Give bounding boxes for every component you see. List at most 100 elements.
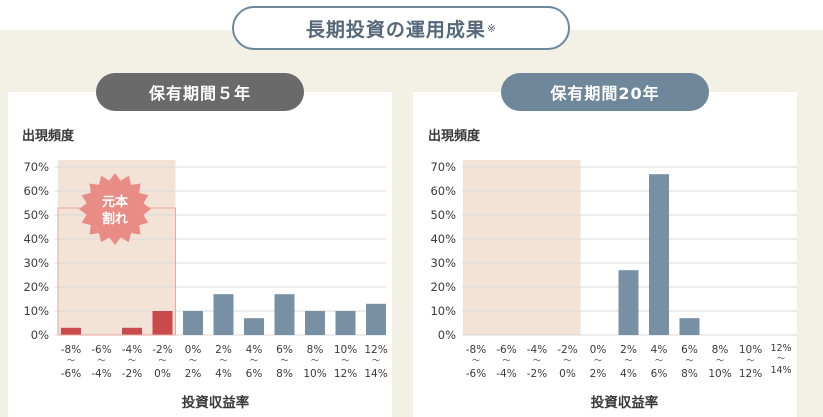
x-tick-label: 〜: [503, 356, 511, 365]
y-tick-label: 0%: [31, 328, 49, 342]
bar-6: [649, 174, 669, 335]
page-title: 長期投資の運用成果: [305, 18, 486, 41]
y-tick-label: 40%: [23, 232, 49, 246]
bar-9: [335, 311, 356, 335]
x-axis-label: 投資収益率: [182, 394, 250, 411]
y-tick-label: 50%: [430, 208, 456, 222]
x-tick-label: 〜: [533, 356, 541, 365]
x-tick-label: 2%: [185, 368, 202, 380]
x-tick-label: -8%: [61, 344, 81, 356]
x-tick-label: 8%: [276, 368, 293, 380]
x-tick-label: 6%: [651, 368, 668, 380]
y-tick-label: 10%: [430, 304, 456, 318]
x-tick-label: 2%: [620, 344, 637, 356]
bar-7: [274, 294, 295, 335]
x-tick-label: 〜: [625, 356, 633, 365]
y-axis-label: 出現頻度: [428, 128, 481, 144]
x-tick-label: -6%: [466, 368, 486, 380]
x-tick-label: 8%: [681, 368, 698, 380]
chart-title-20yr: 保有期間20年: [501, 73, 709, 111]
x-tick-label: 〜: [98, 356, 106, 365]
x-tick-label: 12%: [364, 344, 387, 356]
y-tick-label: 40%: [430, 232, 456, 246]
chart-5yr: 出現頻度0%10%20%30%40%50%60%70%-8%〜-6%-6%〜-4…: [22, 128, 388, 411]
x-tick-label: 0%: [559, 368, 576, 380]
x-tick-label: 8%: [712, 344, 729, 356]
principal-loss-label: 元本: [102, 194, 128, 210]
y-axis-label: 出現頻度: [22, 128, 75, 144]
x-tick-label: 6%: [681, 344, 698, 356]
x-tick-label: 〜: [159, 356, 167, 365]
principal-loss-label: 割れ: [102, 211, 128, 227]
chart-20yr: 出現頻度0%10%20%30%40%50%60%70%-8%〜-6%-6%〜-4…: [428, 128, 797, 411]
x-tick-label: 〜: [747, 356, 755, 365]
x-tick-label: 〜: [220, 356, 228, 365]
x-tick-label: 6%: [276, 344, 293, 356]
bar-2: [122, 327, 142, 335]
x-tick-label: 4%: [215, 368, 232, 380]
x-tick-label: 〜: [189, 356, 197, 365]
x-tick-label: 〜: [281, 356, 289, 365]
y-tick-label: 60%: [430, 184, 456, 198]
y-tick-label: 20%: [430, 280, 456, 294]
x-tick-label: 4%: [620, 368, 637, 380]
y-tick-label: 0%: [438, 328, 456, 342]
x-tick-label: -4%: [527, 344, 547, 356]
chart-title-5yr: 保有期間５年: [96, 73, 304, 111]
x-tick-label: -4%: [122, 344, 142, 356]
y-tick-label: 30%: [23, 256, 49, 270]
x-tick-label: 〜: [564, 356, 572, 365]
y-tick-label: 30%: [430, 256, 456, 270]
x-tick-label: 14%: [364, 368, 387, 380]
x-tick-label: 0%: [590, 344, 607, 356]
x-tick-label: -2%: [557, 344, 577, 356]
y-tick-label: 50%: [23, 208, 49, 222]
x-tick-label: 〜: [250, 356, 258, 365]
y-tick-label: 20%: [23, 280, 49, 294]
x-tick-label: 2%: [215, 344, 232, 356]
x-tick-label: -4%: [91, 368, 111, 380]
x-tick-label: -2%: [152, 344, 172, 356]
bar-7: [679, 318, 700, 335]
bar-8: [305, 311, 325, 335]
x-tick-label: -2%: [122, 368, 142, 380]
x-tick-label: -2%: [527, 368, 547, 380]
x-tick-label: 10%: [708, 368, 731, 380]
x-tick-label: 0%: [154, 368, 171, 380]
x-tick-label: 〜: [716, 356, 724, 365]
x-tick-label: 〜: [372, 356, 380, 365]
x-tick-label: 2%: [590, 368, 607, 380]
x-tick-label: 12%: [334, 368, 357, 380]
x-tick-label: 10%: [303, 368, 326, 380]
bar-4: [183, 311, 203, 335]
x-tick-label: 〜: [128, 356, 136, 365]
x-tick-label: 〜: [594, 356, 602, 365]
bar-10: [366, 303, 386, 335]
loss-region: [463, 160, 581, 335]
x-axis-label: 投資収益率: [591, 394, 659, 411]
x-tick-label: 0%: [185, 344, 202, 356]
x-tick-label: 〜: [686, 356, 694, 365]
x-tick-label: -4%: [496, 368, 516, 380]
y-tick-label: 70%: [430, 160, 456, 174]
x-tick-label: -6%: [496, 344, 516, 356]
x-tick-label: 〜: [777, 354, 785, 363]
x-tick-label: -6%: [91, 344, 111, 356]
x-tick-label: 〜: [655, 356, 663, 365]
bar-3: [152, 311, 173, 335]
x-tick-label: 4%: [651, 344, 668, 356]
principal-loss-burst: [79, 173, 151, 245]
y-tick-label: 70%: [23, 160, 49, 174]
bar-0: [61, 327, 81, 335]
page-title-badge: 長期投資の運用成果 ※: [232, 6, 570, 50]
x-tick-label: -8%: [466, 344, 486, 356]
x-tick-label: 〜: [311, 356, 319, 365]
title-footnote-mark: ※: [486, 21, 497, 35]
x-tick-label: 4%: [246, 344, 263, 356]
x-tick-label: 6%: [246, 368, 263, 380]
x-tick-label: 〜: [342, 356, 350, 365]
x-tick-label: 8%: [307, 344, 324, 356]
x-tick-label: 12%: [770, 343, 791, 354]
x-tick-label: 〜: [472, 356, 480, 365]
